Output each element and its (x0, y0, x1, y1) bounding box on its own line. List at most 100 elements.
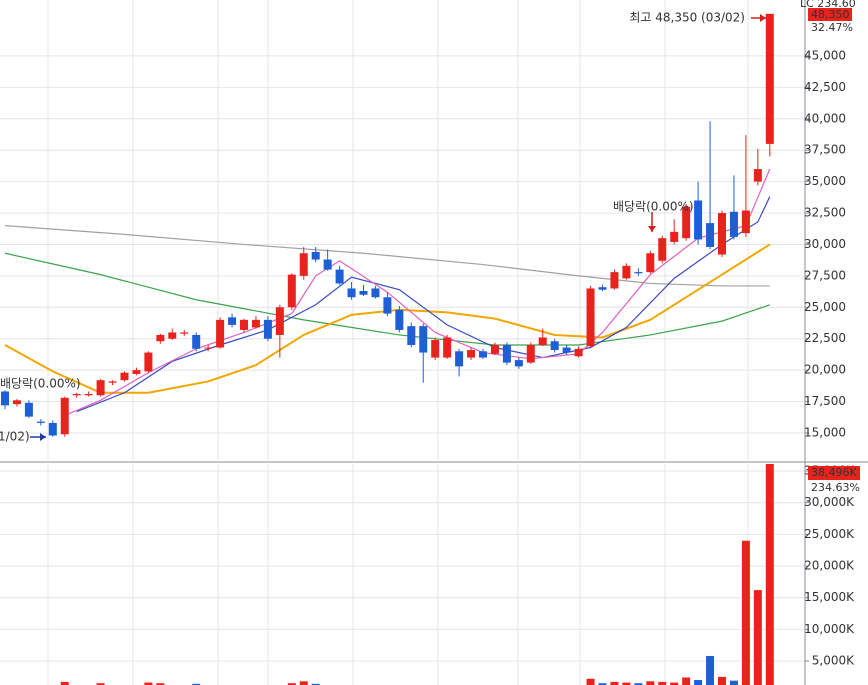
candle-body (323, 259, 332, 270)
candle-body (419, 326, 428, 353)
candle-body (144, 352, 153, 372)
candle-body (407, 326, 416, 345)
y-tick-label: 25,000K (804, 527, 855, 541)
candle-body (287, 274, 296, 308)
volume-bar (610, 681, 619, 685)
candle-body (216, 319, 225, 348)
volume-bar (192, 683, 201, 685)
dividend-annotation: 배당락(0.00%) (0, 377, 81, 391)
y-tick-label: 5,000K (812, 654, 855, 668)
candle-body (765, 13, 774, 144)
candle-body (228, 317, 237, 325)
candle-body (347, 288, 356, 298)
volume-bar (622, 682, 631, 685)
candle-body (48, 422, 57, 436)
candle-body (574, 348, 583, 357)
candle-body (263, 319, 272, 339)
candle-body (658, 238, 667, 261)
candle-body (610, 272, 619, 289)
candle-body (96, 380, 105, 396)
candle-body (718, 213, 726, 255)
y-tick-label: 45,000 (804, 48, 846, 62)
y-tick-label: 27,500 (804, 268, 846, 282)
candle-body (72, 394, 81, 396)
volume-bar (287, 683, 296, 685)
candle-body (240, 319, 248, 330)
candle-body (455, 351, 464, 367)
volume-bar (741, 540, 750, 685)
value-box (808, 466, 860, 480)
candle-body (204, 347, 213, 349)
candle-body (395, 309, 404, 330)
arrow-head (40, 433, 46, 441)
volume-bar (634, 683, 643, 685)
volume-bar (646, 681, 655, 685)
moving-average-line (64, 168, 771, 416)
y-tick-label: 37,500 (804, 143, 846, 157)
moving-average-line (76, 196, 771, 413)
candle-body (634, 272, 643, 274)
candle-body (753, 169, 762, 182)
candle-body (108, 381, 117, 383)
candle-body (359, 290, 368, 295)
y-tick-label: 30,000K (804, 495, 855, 509)
volume-bar (299, 681, 308, 685)
volume-bar (658, 681, 667, 685)
candle-body (562, 347, 571, 353)
top-label: LC 234.60 (800, 0, 856, 10)
candle-body (622, 265, 631, 279)
candle-body (490, 345, 499, 354)
candle-body (156, 334, 165, 342)
candle-body (598, 287, 607, 290)
candle-body (538, 337, 547, 345)
y-tick-label: 25,000 (804, 300, 846, 314)
value-box (808, 8, 852, 21)
candle-body (383, 297, 392, 314)
moving-average-line (4, 225, 770, 287)
candle-body (514, 360, 523, 367)
dividend-annotation: 배당락(0.00%) (613, 200, 694, 214)
candle-body (729, 211, 738, 237)
y-tick-label: 20,000K (804, 559, 855, 573)
last-value-label: 48,350 (811, 8, 850, 21)
candle-body (36, 421, 45, 423)
candle-body (84, 394, 93, 396)
volume-bar (753, 590, 762, 685)
y-tick-label: 15,000 (804, 425, 846, 439)
candle-body (443, 337, 452, 358)
candle-body (741, 210, 750, 234)
arrow-head (760, 14, 766, 22)
price-panel: 최고 48,350 (03/02) 배당락(0.00%) 배당락(0.00%) 1/0… (0, 0, 805, 460)
volume-bar (144, 682, 153, 685)
candle-body (251, 319, 260, 328)
candle-body (132, 370, 141, 374)
candle-body (706, 223, 715, 247)
candle-body (168, 332, 177, 339)
candle-body (275, 307, 284, 335)
volume-bar (682, 677, 691, 685)
volume-panel (0, 464, 805, 685)
candle-body (60, 397, 69, 435)
change-label: 234.63% (811, 481, 860, 494)
candle-body (479, 351, 487, 358)
y-tick-label: 17,500 (804, 394, 846, 408)
candle-body (335, 269, 344, 284)
candle-body (299, 253, 308, 276)
candle-body (550, 341, 559, 351)
y-tick-label: 10,000K (804, 622, 855, 636)
volume-bar (586, 678, 595, 685)
candle-body (311, 251, 320, 260)
candle-body (431, 339, 440, 358)
volume-bar (311, 683, 320, 685)
candle-body (682, 206, 691, 239)
volume-bar (96, 683, 105, 685)
y-tick-label: 15,000K (804, 590, 855, 604)
candle-body (1, 391, 9, 406)
candle-body (646, 253, 655, 273)
arrow-head (648, 226, 656, 232)
high-annotation: 최고 48,350 (03/02) (629, 11, 745, 25)
y-tick-label: 22,500 (804, 331, 846, 345)
volume-bar (694, 680, 703, 685)
candle-body (180, 332, 189, 334)
